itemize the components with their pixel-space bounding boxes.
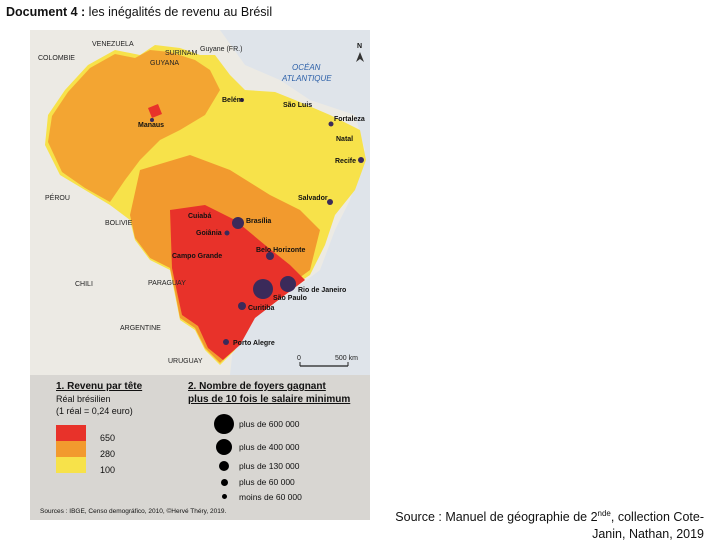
source-citation: Source : Manuel de géographie de 2nde, c… bbox=[372, 505, 704, 543]
city-label-porto-alegre: Porto Alegre bbox=[233, 340, 275, 347]
legend-size-60k: plus de 60 000 bbox=[239, 477, 295, 487]
brazil-mid-income-region bbox=[48, 50, 220, 202]
city-label-sao-paulo: São Paulo bbox=[273, 295, 307, 302]
label-perou: PÉROU bbox=[45, 193, 70, 202]
source-line1-suffix: , collection Cote- bbox=[610, 510, 704, 525]
legend-dot-under-60k bbox=[222, 494, 227, 499]
legend-dot-60k bbox=[221, 479, 228, 486]
city-label-belem: Belém bbox=[222, 97, 243, 104]
label-paraguay: PARAGUAY bbox=[148, 280, 186, 287]
label-chili: CHILI bbox=[75, 281, 93, 288]
city-label-goiania: Goiânia bbox=[196, 230, 222, 237]
legend-dot-400k bbox=[216, 439, 232, 455]
source-line1-sup: nde bbox=[597, 509, 611, 518]
legend-swatch-low bbox=[56, 457, 86, 473]
label-colombie: COLOMBIE bbox=[38, 55, 75, 62]
city-label-curitiba: Curitiba bbox=[248, 305, 275, 312]
city-label-recife: Recife bbox=[335, 158, 356, 165]
city-label-cuiaba: Cuiabá bbox=[188, 213, 211, 220]
city-dot-curitiba bbox=[238, 302, 246, 310]
legend-class-100: 100 bbox=[100, 465, 116, 475]
legend-size-400k: plus de 400 000 bbox=[239, 442, 300, 452]
city-label-sao-luis: São Luis bbox=[283, 102, 312, 109]
city-dot-belo-horizonte bbox=[266, 252, 274, 260]
legend-class-650: 650 bbox=[100, 433, 116, 443]
city-label-natal: Natal bbox=[336, 136, 353, 143]
city-label-rio: Rio de Janeiro bbox=[298, 287, 346, 294]
ocean-area bbox=[220, 30, 370, 375]
ocean-label-1: OCÉAN bbox=[292, 63, 321, 72]
label-guyane: Guyane (FR.) bbox=[200, 46, 242, 53]
scale-end: 500 km bbox=[335, 355, 358, 362]
document-title: Document 4 : les inégalités de revenu au… bbox=[6, 5, 272, 19]
legend-swatch-mid bbox=[56, 441, 86, 457]
city-dot-fortaleza bbox=[328, 121, 334, 127]
source-line2: Janin, Nathan, 2019 bbox=[592, 527, 704, 542]
city-label-belo-horizonte: Belo Horizonte bbox=[256, 247, 305, 254]
legend-size-under-60k: moins de 60 000 bbox=[239, 492, 302, 502]
city-label-manaus: Manaus bbox=[138, 122, 164, 129]
ocean-label-2: ATLANTIQUE bbox=[281, 74, 332, 83]
source-line1-prefix: Source : Manuel de géographie de 2 bbox=[395, 510, 598, 525]
legend-revenue-unit: Réal brésilien bbox=[56, 394, 111, 404]
label-argentine: ARGENTINE bbox=[120, 325, 161, 332]
legend-households-title-2: plus de 10 fois le salaire minimum bbox=[188, 394, 351, 405]
legend-size-600k: plus de 600 000 bbox=[239, 419, 300, 429]
brazil-map: VENEZUELA SURINAM Guyane (FR.) GUYANA CO… bbox=[30, 30, 370, 375]
legend-panel: 1. Revenu par tête Réal brésilien (1 réa… bbox=[30, 375, 370, 520]
city-label-campo-grande: Campo Grande bbox=[172, 253, 222, 260]
city-dot-goiania bbox=[224, 230, 230, 236]
legend-dot-130k bbox=[219, 461, 229, 471]
legend-revenue-rate: (1 réal = 0,24 euro) bbox=[56, 406, 133, 416]
north-arrow-shape bbox=[356, 52, 364, 62]
sources-note: Sources : IBGE, Censo demográfico, 2010,… bbox=[40, 508, 227, 515]
label-uruguay: URUGUAY bbox=[168, 358, 203, 365]
label-venezuela: VENEZUELA bbox=[92, 41, 134, 48]
document-title-text: les inégalités de revenu au Brésil bbox=[88, 5, 273, 19]
north-arrow-icon: N bbox=[357, 43, 362, 50]
city-dot-brasilia bbox=[232, 217, 244, 229]
legend-revenue-title: 1. Revenu par tête bbox=[56, 381, 143, 392]
legend-size-130k: plus de 130 000 bbox=[239, 461, 300, 471]
city-dot-manaus bbox=[150, 118, 154, 122]
document-number: Document 4 : bbox=[6, 5, 86, 19]
legend-swatch-high bbox=[56, 425, 86, 441]
city-dot-salvador bbox=[327, 199, 333, 205]
manaus-high-income-spot bbox=[148, 104, 162, 118]
legend-class-280: 280 bbox=[100, 449, 116, 459]
city-dot-belem bbox=[240, 98, 244, 102]
legend-households-title-1: 2. Nombre de foyers gagnant bbox=[188, 381, 326, 392]
label-guyana: GUYANA bbox=[150, 60, 179, 67]
city-dot-rio bbox=[280, 276, 296, 292]
city-label-fortaleza: Fortaleza bbox=[334, 116, 365, 123]
scale-zero: 0 bbox=[297, 355, 301, 362]
brazil-high-income-region bbox=[170, 205, 305, 360]
city-label-brasilia: Brasília bbox=[246, 218, 271, 225]
city-dot-porto-alegre bbox=[223, 339, 229, 345]
label-surinam: SURINAM bbox=[165, 50, 197, 57]
map-photo: VENEZUELA SURINAM Guyane (FR.) GUYANA CO… bbox=[30, 30, 370, 520]
label-bolivie: BOLIVIE bbox=[105, 220, 133, 227]
city-dot-sao-paulo bbox=[253, 279, 273, 299]
city-label-salvador: Salvador bbox=[298, 195, 328, 202]
city-dot-recife bbox=[358, 157, 364, 163]
legend-dot-600k bbox=[214, 414, 234, 434]
